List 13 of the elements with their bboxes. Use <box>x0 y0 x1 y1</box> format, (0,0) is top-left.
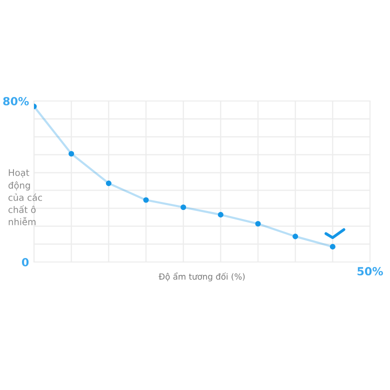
point <box>292 234 298 240</box>
point <box>143 197 149 203</box>
y-axis-title: Hoạt động của các chất ô nhiễm <box>8 169 42 226</box>
y-tick-label: 80% <box>3 96 29 106</box>
point <box>218 212 224 218</box>
text: 50% <box>358 267 383 276</box>
point <box>106 180 112 186</box>
point <box>255 220 261 227</box>
y-tick-label: 0 <box>22 258 29 266</box>
x-axis-title: Độ ẩm tương đối (%) <box>158 272 245 282</box>
point <box>180 204 186 210</box>
point <box>68 150 74 157</box>
point <box>330 244 336 250</box>
